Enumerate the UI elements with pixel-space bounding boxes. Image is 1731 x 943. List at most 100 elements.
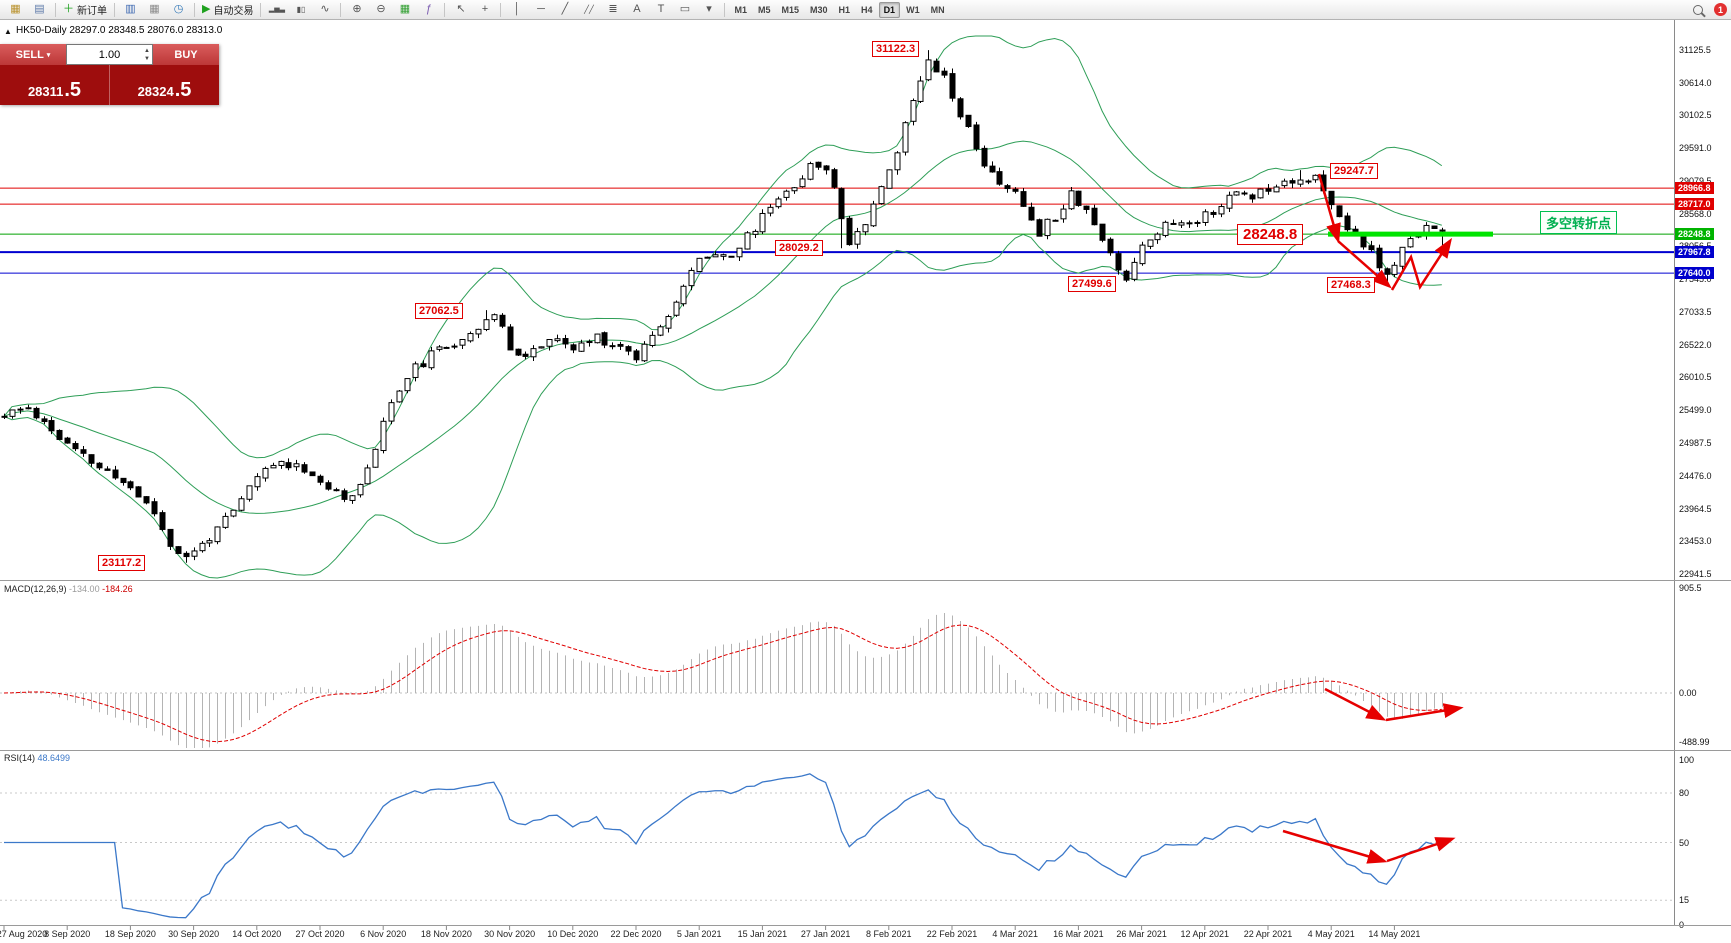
- drawn-arrow[interactable]: [1324, 687, 1387, 721]
- rsi-panel-divider[interactable]: [0, 750, 1731, 751]
- quote-panel-collapse-icon[interactable]: ▲: [4, 27, 12, 36]
- crosshair-icon: +: [481, 3, 489, 15]
- drawn-arrow[interactable]: [1386, 837, 1456, 863]
- price-annotation[interactable]: 28248.8: [1237, 224, 1304, 245]
- indicators-icon[interactable]: ƒ: [417, 1, 440, 19]
- indicators-icon: ƒ: [425, 3, 433, 15]
- arrows-icon[interactable]: ▾: [697, 1, 720, 19]
- date-axis-label: 4 Mar 2021: [992, 929, 1038, 939]
- trendline-icon[interactable]: ╱: [553, 1, 576, 19]
- notification-badge[interactable]: 1: [1714, 3, 1727, 16]
- tile-windows-icon[interactable]: ▦: [393, 1, 416, 19]
- bar-chart-icon: ▂▅▃: [268, 6, 286, 13]
- new-order-button[interactable]: ＋新订单: [60, 1, 110, 19]
- volume-input[interactable]: 1.00 ▲ ▼: [66, 44, 153, 65]
- timeframe-MN[interactable]: MN: [930, 4, 945, 15]
- shapes-icon[interactable]: ▭: [673, 1, 696, 19]
- candles: [1, 50, 1446, 563]
- horizontal-line-icon[interactable]: ─: [529, 1, 552, 19]
- date-axis-label: 18 Nov 2020: [420, 929, 472, 939]
- cursor-icon[interactable]: ↖: [449, 1, 472, 19]
- candlestick-chart-icon[interactable]: ▮▯: [289, 1, 312, 19]
- volume-value: 1.00: [98, 48, 121, 61]
- sell-caret-icon: ▾: [46, 51, 51, 59]
- toolbar-separator: [194, 2, 195, 17]
- date-axis-label: 27 Jan 2021: [800, 929, 851, 939]
- timeframe-M1[interactable]: M1: [734, 4, 747, 15]
- price-annotation[interactable]: 27499.6: [1068, 276, 1116, 292]
- date-axis-label: 16 Mar 2021: [1053, 929, 1104, 939]
- main-price-panel: [0, 35, 1674, 579]
- price-annotation[interactable]: 28029.2: [775, 240, 823, 256]
- price-axis-tick: 30614.0: [1679, 77, 1712, 88]
- sell-price[interactable]: 28311 .5: [0, 65, 110, 105]
- line-chart-icon[interactable]: ∿: [313, 1, 336, 19]
- crosshair-icon[interactable]: +: [473, 1, 496, 19]
- macd-axis-tick: 905.5: [1679, 583, 1702, 593]
- data-window-icon[interactable]: ▦: [143, 1, 166, 19]
- price-annotation[interactable]: 29247.7: [1330, 163, 1378, 179]
- sell-button[interactable]: SELL ▾: [0, 44, 66, 65]
- toolbar: ▦ ▤ ＋新订单 ▥ ▦ ◷ ▶ 自动交易 ▂▅▃ ▮▯ ∿ ⊕ ⊖ ▦ ƒ ↖ + │ ─ ╱ ╱╱ ≣ A T ▭ ▾ M1 M5…: [0, 0, 1731, 20]
- label-icon[interactable]: T: [649, 1, 672, 19]
- drawn-arrow[interactable]: [1317, 173, 1341, 244]
- volume-up-icon[interactable]: ▲: [144, 48, 150, 54]
- price-level-badge: 28717.0: [1675, 198, 1714, 211]
- volume-down-icon[interactable]: ▼: [144, 56, 150, 62]
- arrows-icon: ▾: [706, 3, 712, 15]
- one-click-trading-panel: SELL ▾ 1.00 ▲ ▼ BUY 28311 .5 28324 .5: [0, 44, 219, 105]
- date-axis-label: 12 Apr 2021: [1180, 929, 1230, 939]
- price-annotation[interactable]: 27468.3: [1327, 277, 1375, 293]
- date-axis-label: 22 Feb 2021: [926, 929, 978, 939]
- buy-price[interactable]: 28324 .5: [137, 79, 192, 101]
- drawn-arrow[interactable]: [1337, 240, 1392, 289]
- profiles-icon[interactable]: ▤: [28, 1, 51, 19]
- vertical-line-icon: │: [513, 3, 521, 15]
- search-icon[interactable]: [1686, 1, 1709, 19]
- toolbar-separator: [500, 2, 502, 17]
- drawn-arrow[interactable]: [1390, 237, 1453, 291]
- date-axis-label: 18 Sep 2020: [104, 929, 156, 939]
- channel-icon[interactable]: ╱╱: [577, 1, 600, 19]
- candlestick-chart-icon: ▮▯: [296, 5, 306, 14]
- buy-button-label: BUY: [174, 48, 198, 61]
- market-watch-icon[interactable]: ▥: [119, 1, 142, 19]
- data-window-icon: ▦: [149, 3, 160, 15]
- zoom-out-icon[interactable]: ⊖: [369, 1, 392, 19]
- timeframe-W1[interactable]: W1: [906, 4, 920, 15]
- price-annotation[interactable]: 31122.3: [872, 41, 920, 57]
- line-chart-icon: ∿: [320, 3, 330, 15]
- autotrading-button[interactable]: ▶ 自动交易: [199, 1, 256, 19]
- price-annotation[interactable]: 27062.5: [415, 303, 463, 319]
- drawn-arrow[interactable]: [1282, 829, 1388, 864]
- timeframe-H4[interactable]: H4: [861, 4, 873, 15]
- macd-panel-divider[interactable]: [0, 580, 1731, 581]
- drawn-arrow[interactable]: [1385, 703, 1464, 722]
- zoom-in-icon[interactable]: ⊕: [345, 1, 368, 19]
- timeframe-H1[interactable]: H1: [838, 4, 851, 15]
- price-annotation[interactable]: 23117.2: [98, 555, 146, 571]
- strategy-tester-icon[interactable]: ◷: [167, 1, 190, 19]
- zoom-out-icon: ⊖: [376, 3, 386, 15]
- timeframe-M5[interactable]: M5: [757, 4, 771, 15]
- pivot-point-label[interactable]: 多空转折点: [1540, 211, 1618, 234]
- text-icon[interactable]: A: [625, 1, 648, 19]
- trendline-icon: ╱: [561, 3, 569, 15]
- fibonacci-icon[interactable]: ≣: [601, 1, 624, 19]
- vertical-line-icon[interactable]: │: [505, 1, 528, 19]
- timeframe-M30[interactable]: M30: [810, 4, 828, 15]
- date-axis-label: 26 Mar 2021: [1116, 929, 1167, 939]
- toolbar-separator: [114, 2, 115, 17]
- rsi-axis-tick: 80: [1679, 788, 1690, 798]
- timeframe-D1[interactable]: D1: [878, 1, 901, 18]
- toolbar-separator: [444, 2, 446, 17]
- buy-button[interactable]: BUY: [153, 44, 219, 65]
- timeframe-M15[interactable]: M15: [781, 4, 800, 15]
- bollinger-lower-band: [3, 225, 1442, 579]
- bar-chart-icon[interactable]: ▂▅▃: [265, 1, 288, 19]
- price-axis-tick: 24476.0: [1679, 470, 1712, 481]
- price-axis-tick: 23964.5: [1679, 503, 1712, 514]
- new-chart-icon[interactable]: ▦: [4, 1, 27, 19]
- price-level-badge: 27967.8: [1675, 246, 1714, 259]
